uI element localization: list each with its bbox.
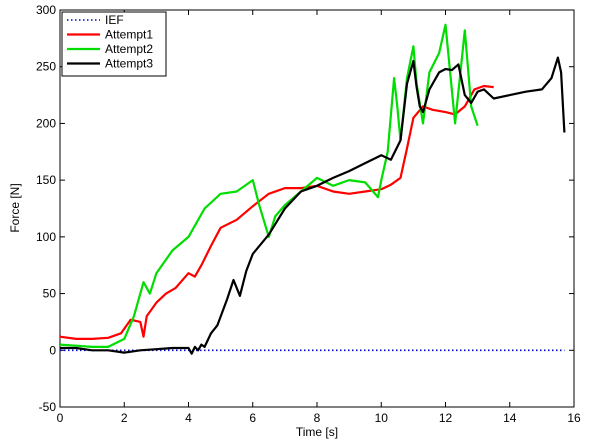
x-tick-label: 8: [314, 411, 321, 425]
x-tick-label: 12: [439, 411, 453, 425]
x-tick-label: 16: [567, 411, 581, 425]
legend-label: Attempt1: [105, 28, 153, 42]
y-tick-label: 100: [36, 230, 56, 244]
x-axis-label: Time [s]: [296, 425, 338, 439]
y-tick-label: 0: [49, 343, 56, 357]
y-tick-label: -50: [39, 400, 57, 414]
y-tick-label: 200: [36, 116, 56, 130]
series-line-attempt3: [60, 56, 566, 355]
x-tick-label: 14: [503, 411, 517, 425]
y-tick-label: 50: [43, 287, 57, 301]
x-tick-label: 6: [249, 411, 256, 425]
legend-label: Attempt2: [105, 42, 153, 56]
x-tick-label: 10: [375, 411, 389, 425]
legend-label: IEF: [105, 13, 124, 27]
y-axis-label: Force [N]: [8, 183, 22, 232]
legend-label: Attempt3: [105, 57, 153, 71]
y-tick-label: 150: [36, 173, 56, 187]
series-line-attempt1: [59, 84, 494, 340]
series-layer: [59, 23, 566, 355]
y-tick-label: 300: [36, 3, 56, 17]
legend-box: [61, 11, 167, 77]
x-tick-label: 0: [57, 411, 64, 425]
y-tick-label: 250: [36, 60, 56, 74]
x-tick-label: 2: [121, 411, 128, 425]
x-tick-label: 4: [185, 411, 192, 425]
